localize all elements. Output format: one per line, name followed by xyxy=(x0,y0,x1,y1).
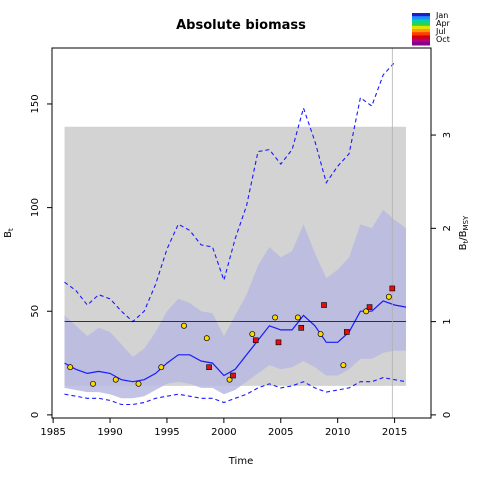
x-tick-label: 1985 xyxy=(40,427,65,438)
data-point-square xyxy=(275,339,282,346)
data-point-circle xyxy=(249,331,256,338)
y-axis-label: Bt xyxy=(3,228,15,238)
data-point-circle xyxy=(203,335,210,342)
y-tick-label: 100 xyxy=(30,198,41,217)
y2-axis-label-rest: /B xyxy=(458,230,469,240)
x-axis-label: Time xyxy=(228,456,253,467)
data-point-circle xyxy=(67,364,74,371)
data-point-square xyxy=(206,364,212,371)
data-point-square xyxy=(389,285,396,292)
legend-color-swatch xyxy=(412,19,430,24)
x-tick-label: 2015 xyxy=(382,427,407,438)
x-axis: 1985 1990 1995 2000 2005 2010 2015 xyxy=(40,418,407,438)
legend-color-swatch xyxy=(412,35,430,40)
legend-label: Jul xyxy=(435,27,446,36)
plot-frame xyxy=(51,47,432,419)
data-point-square xyxy=(252,337,259,344)
series-lower-ci-line xyxy=(64,377,407,406)
x-tick-label: 1990 xyxy=(97,427,122,438)
y-axis-label-sub: t xyxy=(7,228,15,231)
data-point-circle xyxy=(226,376,233,383)
legend-label: Apr xyxy=(436,19,451,28)
y2-tick-label: 0 xyxy=(442,412,453,418)
data-point-circle xyxy=(158,364,165,371)
y2-axis: 0 1 2 3 xyxy=(431,132,453,418)
legend-color-swatch xyxy=(412,22,430,27)
y-axis-label-main: B xyxy=(3,231,14,238)
legend-color-swatch xyxy=(412,32,430,36)
legend-color-swatch xyxy=(412,25,430,30)
data-point-square xyxy=(230,372,236,379)
y-tick-label: 0 xyxy=(30,412,41,418)
x-tick-label: 2005 xyxy=(268,427,293,438)
legend-color-swatch xyxy=(412,16,430,20)
x-tick-label: 2000 xyxy=(211,427,236,438)
y2-tick-label: 1 xyxy=(442,318,453,324)
svg-text:Bt/BMSY: Bt/BMSY xyxy=(458,215,470,250)
data-point-square xyxy=(321,302,327,308)
x-tick-label: 1995 xyxy=(154,427,179,438)
legend-label: Jan xyxy=(435,11,448,20)
data-point-circle xyxy=(181,322,187,329)
confidence-band xyxy=(64,209,406,399)
legend-color-swatch xyxy=(412,38,430,43)
chart-title: Absolute biomass xyxy=(176,18,306,33)
legend-color-swatch xyxy=(412,29,430,33)
data-point-circle xyxy=(90,380,96,387)
y2-tick-label: 2 xyxy=(442,225,453,231)
data-point-square xyxy=(366,304,373,310)
data-point-circle xyxy=(385,293,392,300)
y2-axis-label-sub: t xyxy=(462,240,470,243)
data-point-square xyxy=(343,329,350,335)
data-point-square xyxy=(298,325,305,331)
svg-text:Bt: Bt xyxy=(3,228,15,238)
x-tick-label: 2010 xyxy=(325,427,350,438)
y2-axis-label-main: B xyxy=(458,243,469,250)
y-axis: 0 50 100 150 xyxy=(30,94,52,418)
observation-points xyxy=(67,285,396,387)
legend-label: Oct xyxy=(436,35,450,44)
data-point-circle xyxy=(340,362,347,369)
legend-color-swatch xyxy=(412,13,430,17)
data-point-circle xyxy=(294,314,301,321)
data-point-circle xyxy=(272,314,279,321)
y2-axis-label: Bt/BMSY xyxy=(458,215,470,250)
y-tick-label: 50 xyxy=(30,305,41,318)
plot-area xyxy=(64,48,407,418)
series-upper-ci-line xyxy=(64,62,396,323)
y-tick-label: 150 xyxy=(30,94,41,113)
data-point-circle xyxy=(135,380,142,387)
data-point-circle xyxy=(317,331,324,338)
data-point-circle xyxy=(112,376,119,383)
legend-color-swatch xyxy=(412,41,430,46)
y2-tick-label: 3 xyxy=(442,132,453,138)
data-point-circle xyxy=(363,308,370,315)
y2-axis-label-rest-sub: MSY xyxy=(462,215,470,230)
